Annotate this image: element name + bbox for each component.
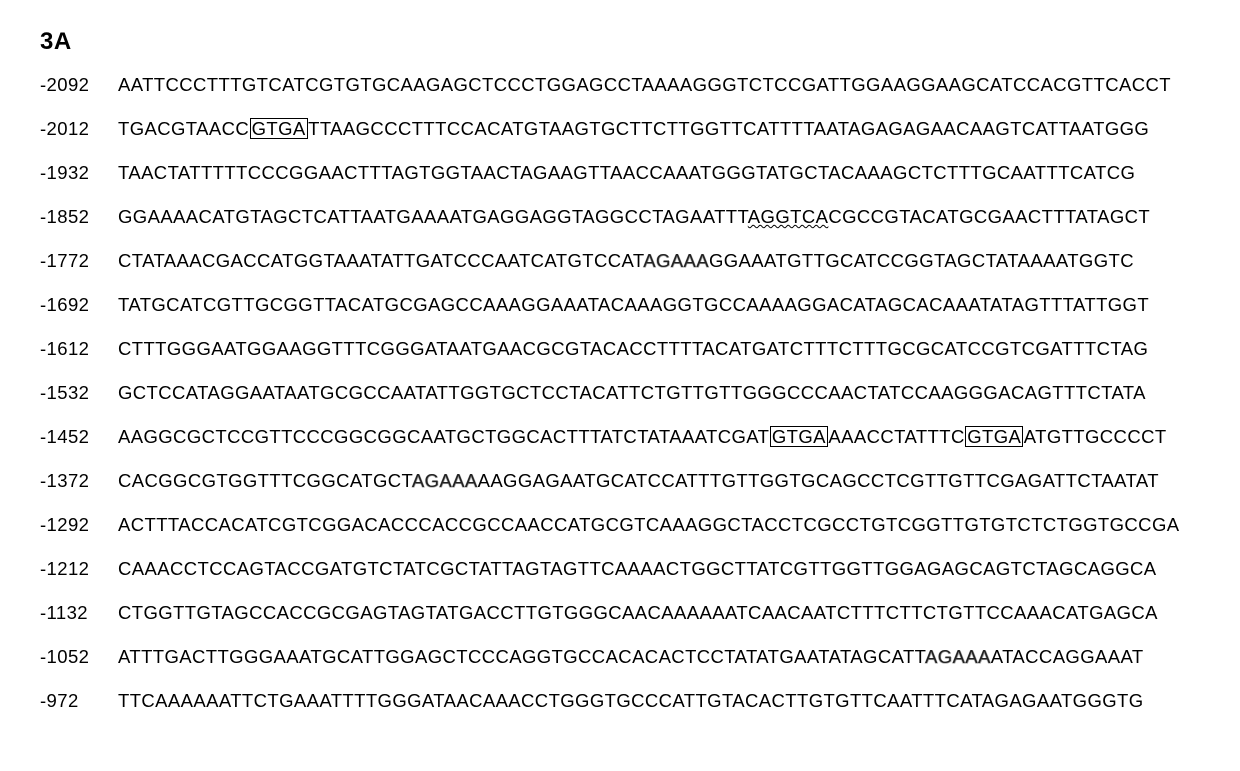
sequence-text: TAACTATTTTTCCCGGAACTTTAGTGGTAACTAGAAGTTA… (118, 162, 1135, 184)
sequence-segment: CGCCGTACATGCGAACTTTATAGCT (828, 206, 1150, 227)
sequence-text: CACGGCGTGGTTTCGGCATGCTAGAAAAAGGAGAATGCAT… (118, 470, 1159, 492)
sequence-segment: TATGCATCGTTGCGGTTACATGCGAGCCAAAGGAAATACA… (118, 294, 1149, 315)
sequence-segment: TTAAGCCCTTTCCACATGTAAGTGCTTCTTGGTTCATTTT… (308, 118, 1149, 139)
sequence-text: ATTTGACTTGGGAAATGCATTGGAGCTCCCAGGTGCCACA… (118, 646, 1144, 668)
sequence-text: ACTTTACCACATCGTCGGACACCCACCGCCAACCATGCGT… (118, 514, 1179, 536)
sequence-segment: TGACGTAACC (118, 118, 249, 139)
sequence-row: -2012TGACGTAACCGTGATTAAGCCCTTTCCACATGTAA… (40, 118, 1200, 140)
sequence-row: -1292ACTTTACCACATCGTCGGACACCCACCGCCAACCA… (40, 514, 1200, 536)
sequence-segment: ACTTTACCACATCGTCGGACACCCACCGCCAACCATGCGT… (118, 514, 1179, 535)
sequence-row: -1132CTGGTTGTAGCCACCGCGAGTAGTATGACCTTGTG… (40, 602, 1200, 624)
sequence-segment: GGAAATGTTGCATCCGGTAGCTATAAAATGGTC (709, 250, 1134, 271)
position-label: -1052 (40, 646, 118, 668)
position-label: -2092 (40, 74, 118, 96)
sequence-block: -2092AATTCCCTTTGTCATCGTGTGCAAGAGCTCCCTGG… (40, 74, 1200, 712)
motif-boxed: GTGA (250, 118, 308, 139)
sequence-text: GCTCCATAGGAATAATGCGCCAATATTGGTGCTCCTACAT… (118, 382, 1146, 404)
sequence-text: AAGGCGCTCCGTTCCCGGCGGCAATGCTGGCACTTTATCT… (118, 426, 1167, 448)
motif-shadow: AGAAA (925, 646, 991, 667)
sequence-text: TATGCATCGTTGCGGTTACATGCGAGCCAAAGGAAATACA… (118, 294, 1149, 316)
sequence-row: -1052ATTTGACTTGGGAAATGCATTGGAGCTCCCAGGTG… (40, 646, 1200, 668)
position-label: -2012 (40, 118, 118, 140)
sequence-segment: AATTCCCTTTGTCATCGTGTGCAAGAGCTCCCTGGAGCCT… (118, 74, 1171, 95)
sequence-segment: AAACCTATTTC (828, 426, 964, 447)
sequence-segment: TAACTATTTTTCCCGGAACTTTAGTGGTAACTAGAAGTTA… (118, 162, 1135, 183)
sequence-text: AATTCCCTTTGTCATCGTGTGCAAGAGCTCCCTGGAGCCT… (118, 74, 1171, 96)
position-label: -1292 (40, 514, 118, 536)
figure-label: 3A (40, 28, 1200, 56)
sequence-row: -1932TAACTATTTTTCCCGGAACTTTAGTGGTAACTAGA… (40, 162, 1200, 184)
position-label: -1452 (40, 426, 118, 448)
position-label: -1532 (40, 382, 118, 404)
position-label: -972 (40, 690, 118, 712)
position-label: -1212 (40, 558, 118, 580)
sequence-row: -1452AAGGCGCTCCGTTCCCGGCGGCAATGCTGGCACTT… (40, 426, 1200, 448)
sequence-segment: CAAACCTCCAGTACCGATGTCTATCGCTATTAGTAGTTCA… (118, 558, 1157, 579)
position-label: -1692 (40, 294, 118, 316)
sequence-segment: CTATAAACGACCATGGTAAATATTGATCCCAATCATGTCC… (118, 250, 643, 271)
sequence-row: -1772CTATAAACGACCATGGTAAATATTGATCCCAATCA… (40, 250, 1200, 272)
sequence-row: -1692TATGCATCGTTGCGGTTACATGCGAGCCAAAGGAA… (40, 294, 1200, 316)
sequence-segment: TTCAAAAAATTCTGAAATTTTGGGATAACAAACCTGGGTG… (118, 690, 1144, 711)
motif-shadow: AGAAA (643, 250, 709, 271)
sequence-segment: ATGTTGCCCCT (1024, 426, 1167, 447)
sequence-row: -972TTCAAAAAATTCTGAAATTTTGGGATAACAAACCTG… (40, 690, 1200, 712)
position-label: -1852 (40, 206, 118, 228)
sequence-segment: CTTTGGGAATGGAAGGTTTCGGGATAATGAACGCGTACAC… (118, 338, 1148, 359)
sequence-row: -1372CACGGCGTGGTTTCGGCATGCTAGAAAAAGGAGAA… (40, 470, 1200, 492)
sequence-segment: AAGGCGCTCCGTTCCCGGCGGCAATGCTGGCACTTTATCT… (118, 426, 769, 447)
sequence-row: -1212CAAACCTCCAGTACCGATGTCTATCGCTATTAGTA… (40, 558, 1200, 580)
motif-shadow: AGAAA (412, 470, 478, 491)
sequence-text: GGAAAACATGTAGCTCATTAATGAAAATGAGGAGGTAGGC… (118, 206, 1150, 228)
sequence-segment: GCTCCATAGGAATAATGCGCCAATATTGGTGCTCCTACAT… (118, 382, 1146, 403)
position-label: -1132 (40, 602, 118, 624)
position-label: -1772 (40, 250, 118, 272)
motif-boxed: GTGA (770, 426, 828, 447)
sequence-text: TGACGTAACCGTGATTAAGCCCTTTCCACATGTAAGTGCT… (118, 118, 1149, 140)
sequence-segment: ATACCAGGAAAT (991, 646, 1144, 667)
position-label: -1612 (40, 338, 118, 360)
sequence-segment: CACGGCGTGGTTTCGGCATGCT (118, 470, 412, 491)
sequence-text: TTCAAAAAATTCTGAAATTTTGGGATAACAAACCTGGGTG… (118, 690, 1144, 712)
sequence-row: -1532GCTCCATAGGAATAATGCGCCAATATTGGTGCTCC… (40, 382, 1200, 404)
sequence-text: CAAACCTCCAGTACCGATGTCTATCGCTATTAGTAGTTCA… (118, 558, 1157, 580)
sequence-text: CTATAAACGACCATGGTAAATATTGATCCCAATCATGTCC… (118, 250, 1134, 272)
sequence-row: -1612CTTTGGGAATGGAAGGTTTCGGGATAATGAACGCG… (40, 338, 1200, 360)
sequence-row: -2092AATTCCCTTTGTCATCGTGTGCAAGAGCTCCCTGG… (40, 74, 1200, 96)
sequence-segment: GGAAAACATGTAGCTCATTAATGAAAATGAGGAGGTAGGC… (118, 206, 748, 227)
sequence-row: -1852GGAAAACATGTAGCTCATTAATGAAAATGAGGAGG… (40, 206, 1200, 228)
sequence-segment: ATTTGACTTGGGAAATGCATTGGAGCTCCCAGGTGCCACA… (118, 646, 925, 667)
sequence-text: CTTTGGGAATGGAAGGTTTCGGGATAATGAACGCGTACAC… (118, 338, 1148, 360)
motif-boxed: GTGA (965, 426, 1023, 447)
position-label: -1932 (40, 162, 118, 184)
position-label: -1372 (40, 470, 118, 492)
sequence-segment: AAGGAGAATGCATCCATTTGTTGGTGCAGCCTCGTTGTTC… (478, 470, 1159, 491)
sequence-text: CTGGTTGTAGCCACCGCGAGTAGTATGACCTTGTGGGCAA… (118, 602, 1158, 624)
motif-wavy: AGGTCA (748, 206, 829, 227)
sequence-segment: CTGGTTGTAGCCACCGCGAGTAGTATGACCTTGTGGGCAA… (118, 602, 1158, 623)
